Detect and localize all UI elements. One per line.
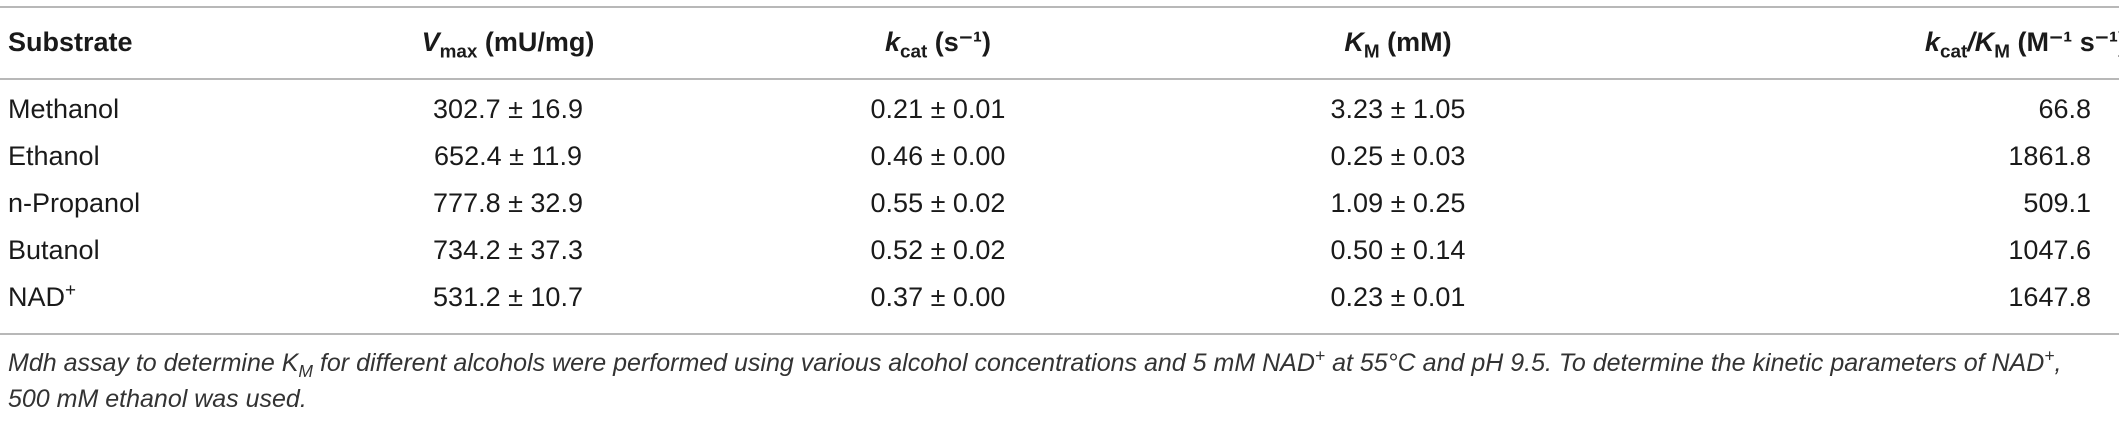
table-header-rule (0, 78, 2119, 80)
cell-kcat: 0.55 ± 0.02 (870, 188, 1006, 218)
table-row: Butanol 734.2 ± 37.3 0.52 ± 0.02 0.50 ± … (0, 227, 2119, 274)
cell-vmax: 734.2 ± 37.3 (433, 235, 583, 265)
cell-substrate: Butanol (8, 235, 100, 265)
table-footnote: Mdh assay to determine KM for different … (8, 345, 2062, 413)
cell-kcat: 0.37 ± 0.00 (870, 282, 1006, 312)
table-top-rule (0, 6, 2119, 8)
cell-vmax: 302.7 ± 16.9 (433, 94, 583, 124)
cell-km: 0.50 ± 0.14 (1330, 235, 1466, 265)
header-kcat: kcat (s⁻¹) (884, 26, 992, 62)
cell-kcat: 0.52 ± 0.02 (870, 235, 1006, 265)
cell-km: 3.23 ± 1.05 (1330, 94, 1466, 124)
cell-substrate: Methanol (8, 94, 120, 124)
cell-kcat-km: 1861.8 (2008, 141, 2091, 171)
header-vmax: Vmax (mU/mg) (421, 26, 595, 62)
kinetic-parameters-table: Substrate Vmax (mU/mg) kcat (s⁻¹) KM (mM… (0, 8, 2119, 321)
cell-kcat-km: 509.1 (2023, 188, 2091, 218)
cell-vmax: 531.2 ± 10.7 (433, 282, 583, 312)
table-bottom-rule (0, 333, 2119, 335)
table-row: NAD+ 531.2 ± 10.7 0.37 ± 0.00 0.23 ± 0.0… (0, 274, 2119, 321)
cell-vmax: 777.8 ± 32.9 (433, 188, 583, 218)
cell-kcat-km: 66.8 (2038, 94, 2091, 124)
cell-km: 0.23 ± 0.01 (1330, 282, 1466, 312)
header-km: KM (mM) (1344, 26, 1452, 62)
cell-vmax: 652.4 ± 11.9 (434, 141, 582, 171)
cell-km: 1.09 ± 0.25 (1330, 188, 1466, 218)
cell-kcat-km: 1647.8 (2008, 282, 2091, 312)
cell-substrate: n-Propanol (8, 188, 141, 218)
cell-kcat: 0.21 ± 0.01 (870, 94, 1006, 124)
table-row: Methanol 302.7 ± 16.9 0.21 ± 0.01 3.23 ±… (0, 76, 2119, 133)
cell-km: 0.25 ± 0.03 (1330, 141, 1466, 171)
cell-kcat: 0.46 ± 0.00 (870, 141, 1006, 171)
table-row: n-Propanol 777.8 ± 32.9 0.55 ± 0.02 1.09… (0, 180, 2119, 227)
table-header-row: Substrate Vmax (mU/mg) kcat (s⁻¹) KM (mM… (0, 8, 2119, 76)
table-row: Ethanol 652.4 ± 11.9 0.46 ± 0.00 0.25 ± … (0, 133, 2119, 180)
cell-substrate: Ethanol (8, 141, 100, 171)
cell-substrate: NAD+ (8, 280, 77, 312)
header-substrate: Substrate (8, 26, 133, 57)
cell-kcat-km: 1047.6 (2008, 235, 2091, 265)
header-kcat-km: kcat/KM (M⁻¹ s⁻¹) (1924, 26, 2119, 62)
